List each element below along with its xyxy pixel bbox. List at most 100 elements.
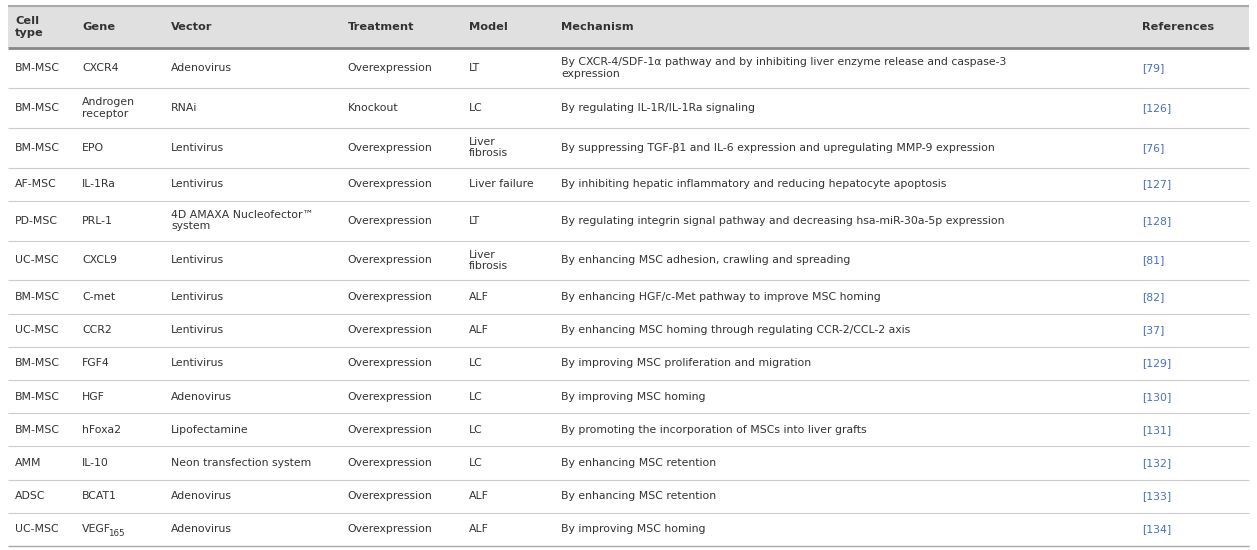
Text: [126]: [126] xyxy=(1141,103,1172,113)
Text: CXCR4: CXCR4 xyxy=(82,63,118,73)
Text: By suppressing TGF-β1 and IL-6 expression and upregulating MMP-9 expression: By suppressing TGF-β1 and IL-6 expressio… xyxy=(561,142,994,152)
Text: Treatment: Treatment xyxy=(348,22,414,32)
Text: Overexpression: Overexpression xyxy=(348,425,432,435)
Text: RNAi: RNAi xyxy=(171,103,197,113)
Bar xyxy=(8,380,1249,413)
Text: Overexpression: Overexpression xyxy=(348,359,432,369)
Bar xyxy=(8,413,1249,447)
Text: 4D AMAXA Nucleofector™
system: 4D AMAXA Nucleofector™ system xyxy=(171,210,314,232)
Text: FGF4: FGF4 xyxy=(82,359,109,369)
Text: Lentivirus: Lentivirus xyxy=(171,179,225,189)
Text: [76]: [76] xyxy=(1141,142,1164,152)
Text: [127]: [127] xyxy=(1141,179,1172,189)
Text: BM-MSC: BM-MSC xyxy=(15,142,60,152)
Text: Overexpression: Overexpression xyxy=(348,292,432,302)
Text: By enhancing MSC retention: By enhancing MSC retention xyxy=(561,491,716,501)
Bar xyxy=(8,447,1249,480)
Text: ADSC: ADSC xyxy=(15,491,45,501)
Text: [129]: [129] xyxy=(1141,359,1172,369)
Text: By promoting the incorporation of MSCs into liver grafts: By promoting the incorporation of MSCs i… xyxy=(561,425,866,435)
Text: BM-MSC: BM-MSC xyxy=(15,63,60,73)
Text: Overexpression: Overexpression xyxy=(348,325,432,335)
Text: [134]: [134] xyxy=(1141,524,1172,535)
Text: Model: Model xyxy=(469,22,508,32)
Text: VEGF: VEGF xyxy=(82,524,111,535)
Text: Overexpression: Overexpression xyxy=(348,142,432,152)
Text: LT: LT xyxy=(469,63,480,73)
Bar xyxy=(8,201,1249,240)
Text: Overexpression: Overexpression xyxy=(348,458,432,468)
Text: BM-MSC: BM-MSC xyxy=(15,359,60,369)
Text: Lentivirus: Lentivirus xyxy=(171,142,225,152)
Text: Overexpression: Overexpression xyxy=(348,392,432,402)
Text: Androgen
receptor: Androgen receptor xyxy=(82,97,134,119)
Text: UC-MSC: UC-MSC xyxy=(15,256,59,266)
Bar xyxy=(8,240,1249,280)
Text: By enhancing MSC retention: By enhancing MSC retention xyxy=(561,458,716,468)
Bar xyxy=(8,88,1249,128)
Text: Vector: Vector xyxy=(171,22,212,32)
Bar xyxy=(8,480,1249,513)
Bar xyxy=(8,513,1249,546)
Text: By enhancing MSC adhesion, crawling and spreading: By enhancing MSC adhesion, crawling and … xyxy=(561,256,851,266)
Text: By CXCR-4/SDF-1α pathway and by inhibiting liver enzyme release and caspase-3
ex: By CXCR-4/SDF-1α pathway and by inhibiti… xyxy=(561,57,1007,79)
Text: Lipofectamine: Lipofectamine xyxy=(171,425,249,435)
Text: BM-MSC: BM-MSC xyxy=(15,425,60,435)
Bar xyxy=(8,6,1249,48)
Bar xyxy=(8,280,1249,314)
Text: Overexpression: Overexpression xyxy=(348,256,432,266)
Text: Adenovirus: Adenovirus xyxy=(171,491,233,501)
Text: AMM: AMM xyxy=(15,458,41,468)
Text: ALF: ALF xyxy=(469,292,489,302)
Text: By regulating IL-1R/IL-1Ra signaling: By regulating IL-1R/IL-1Ra signaling xyxy=(561,103,755,113)
Text: CXCL9: CXCL9 xyxy=(82,256,117,266)
Text: IL-1Ra: IL-1Ra xyxy=(82,179,116,189)
Text: LT: LT xyxy=(469,216,480,225)
Text: Overexpression: Overexpression xyxy=(348,179,432,189)
Text: C-met: C-met xyxy=(82,292,116,302)
Text: BCAT1: BCAT1 xyxy=(82,491,117,501)
Text: 165: 165 xyxy=(108,529,124,538)
Text: [133]: [133] xyxy=(1141,491,1172,501)
Text: UC-MSC: UC-MSC xyxy=(15,325,59,335)
Text: [37]: [37] xyxy=(1141,325,1164,335)
Text: LC: LC xyxy=(469,103,483,113)
Text: Liver
fibrosis: Liver fibrosis xyxy=(469,137,508,158)
Bar xyxy=(8,48,1249,88)
Text: References: References xyxy=(1141,22,1214,32)
Text: By improving MSC homing: By improving MSC homing xyxy=(561,524,705,535)
Text: PRL-1: PRL-1 xyxy=(82,216,113,225)
Text: By enhancing HGF/c-Met pathway to improve MSC homing: By enhancing HGF/c-Met pathway to improv… xyxy=(561,292,881,302)
Bar xyxy=(8,314,1249,347)
Text: [79]: [79] xyxy=(1141,63,1164,73)
Text: By enhancing MSC homing through regulating CCR-2/CCL-2 axis: By enhancing MSC homing through regulati… xyxy=(561,325,910,335)
Text: Neon transfection system: Neon transfection system xyxy=(171,458,312,468)
Text: Knockout: Knockout xyxy=(348,103,398,113)
Text: LC: LC xyxy=(469,392,483,402)
Text: BM-MSC: BM-MSC xyxy=(15,392,60,402)
Text: Lentivirus: Lentivirus xyxy=(171,256,225,266)
Text: Mechanism: Mechanism xyxy=(561,22,634,32)
Text: [82]: [82] xyxy=(1141,292,1164,302)
Text: By improving MSC proliferation and migration: By improving MSC proliferation and migra… xyxy=(561,359,811,369)
Text: [132]: [132] xyxy=(1141,458,1172,468)
Bar xyxy=(8,347,1249,380)
Bar xyxy=(8,168,1249,201)
Text: Liver
fibrosis: Liver fibrosis xyxy=(469,250,508,271)
Text: HGF: HGF xyxy=(82,392,104,402)
Text: ALF: ALF xyxy=(469,325,489,335)
Text: Lentivirus: Lentivirus xyxy=(171,325,225,335)
Text: By improving MSC homing: By improving MSC homing xyxy=(561,392,705,402)
Text: Overexpression: Overexpression xyxy=(348,524,432,535)
Text: LC: LC xyxy=(469,458,483,468)
Text: Adenovirus: Adenovirus xyxy=(171,392,233,402)
Bar xyxy=(8,128,1249,168)
Text: By inhibiting hepatic inflammatory and reducing hepatocyte apoptosis: By inhibiting hepatic inflammatory and r… xyxy=(561,179,947,189)
Text: IL-10: IL-10 xyxy=(82,458,109,468)
Text: [81]: [81] xyxy=(1141,256,1164,266)
Text: EPO: EPO xyxy=(82,142,104,152)
Text: Liver failure: Liver failure xyxy=(469,179,534,189)
Text: Lentivirus: Lentivirus xyxy=(171,359,225,369)
Text: Overexpression: Overexpression xyxy=(348,216,432,225)
Text: Lentivirus: Lentivirus xyxy=(171,292,225,302)
